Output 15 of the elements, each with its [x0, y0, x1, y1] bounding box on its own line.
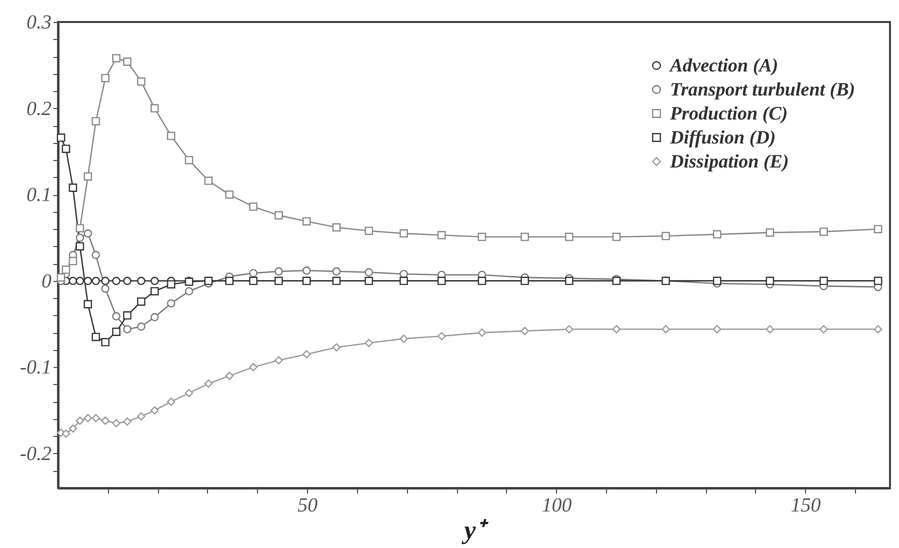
x-tick-label: 150	[790, 494, 821, 516]
legend-label: Dissipation (E)	[669, 152, 789, 172]
y-tick-label: 0.1	[26, 184, 52, 206]
y-tick-label: 0	[42, 270, 52, 292]
y-tick-label: 0.2	[26, 98, 52, 120]
x-tick-label: 100	[542, 494, 572, 516]
y-tick-label: -0.2	[20, 442, 52, 465]
x-tick-label: 50	[298, 494, 318, 516]
y-tick-label: -0.1	[20, 356, 52, 379]
legend-label: Production (C)	[669, 104, 788, 124]
legend-label: Advection (A)	[669, 56, 778, 76]
legend-label: Diffusion (D)	[669, 128, 776, 148]
y-tick-label: 0.3	[26, 12, 52, 34]
x-axis-title: y⁺	[461, 516, 489, 544]
legend-label: Transport turbulent (B)	[670, 80, 856, 100]
